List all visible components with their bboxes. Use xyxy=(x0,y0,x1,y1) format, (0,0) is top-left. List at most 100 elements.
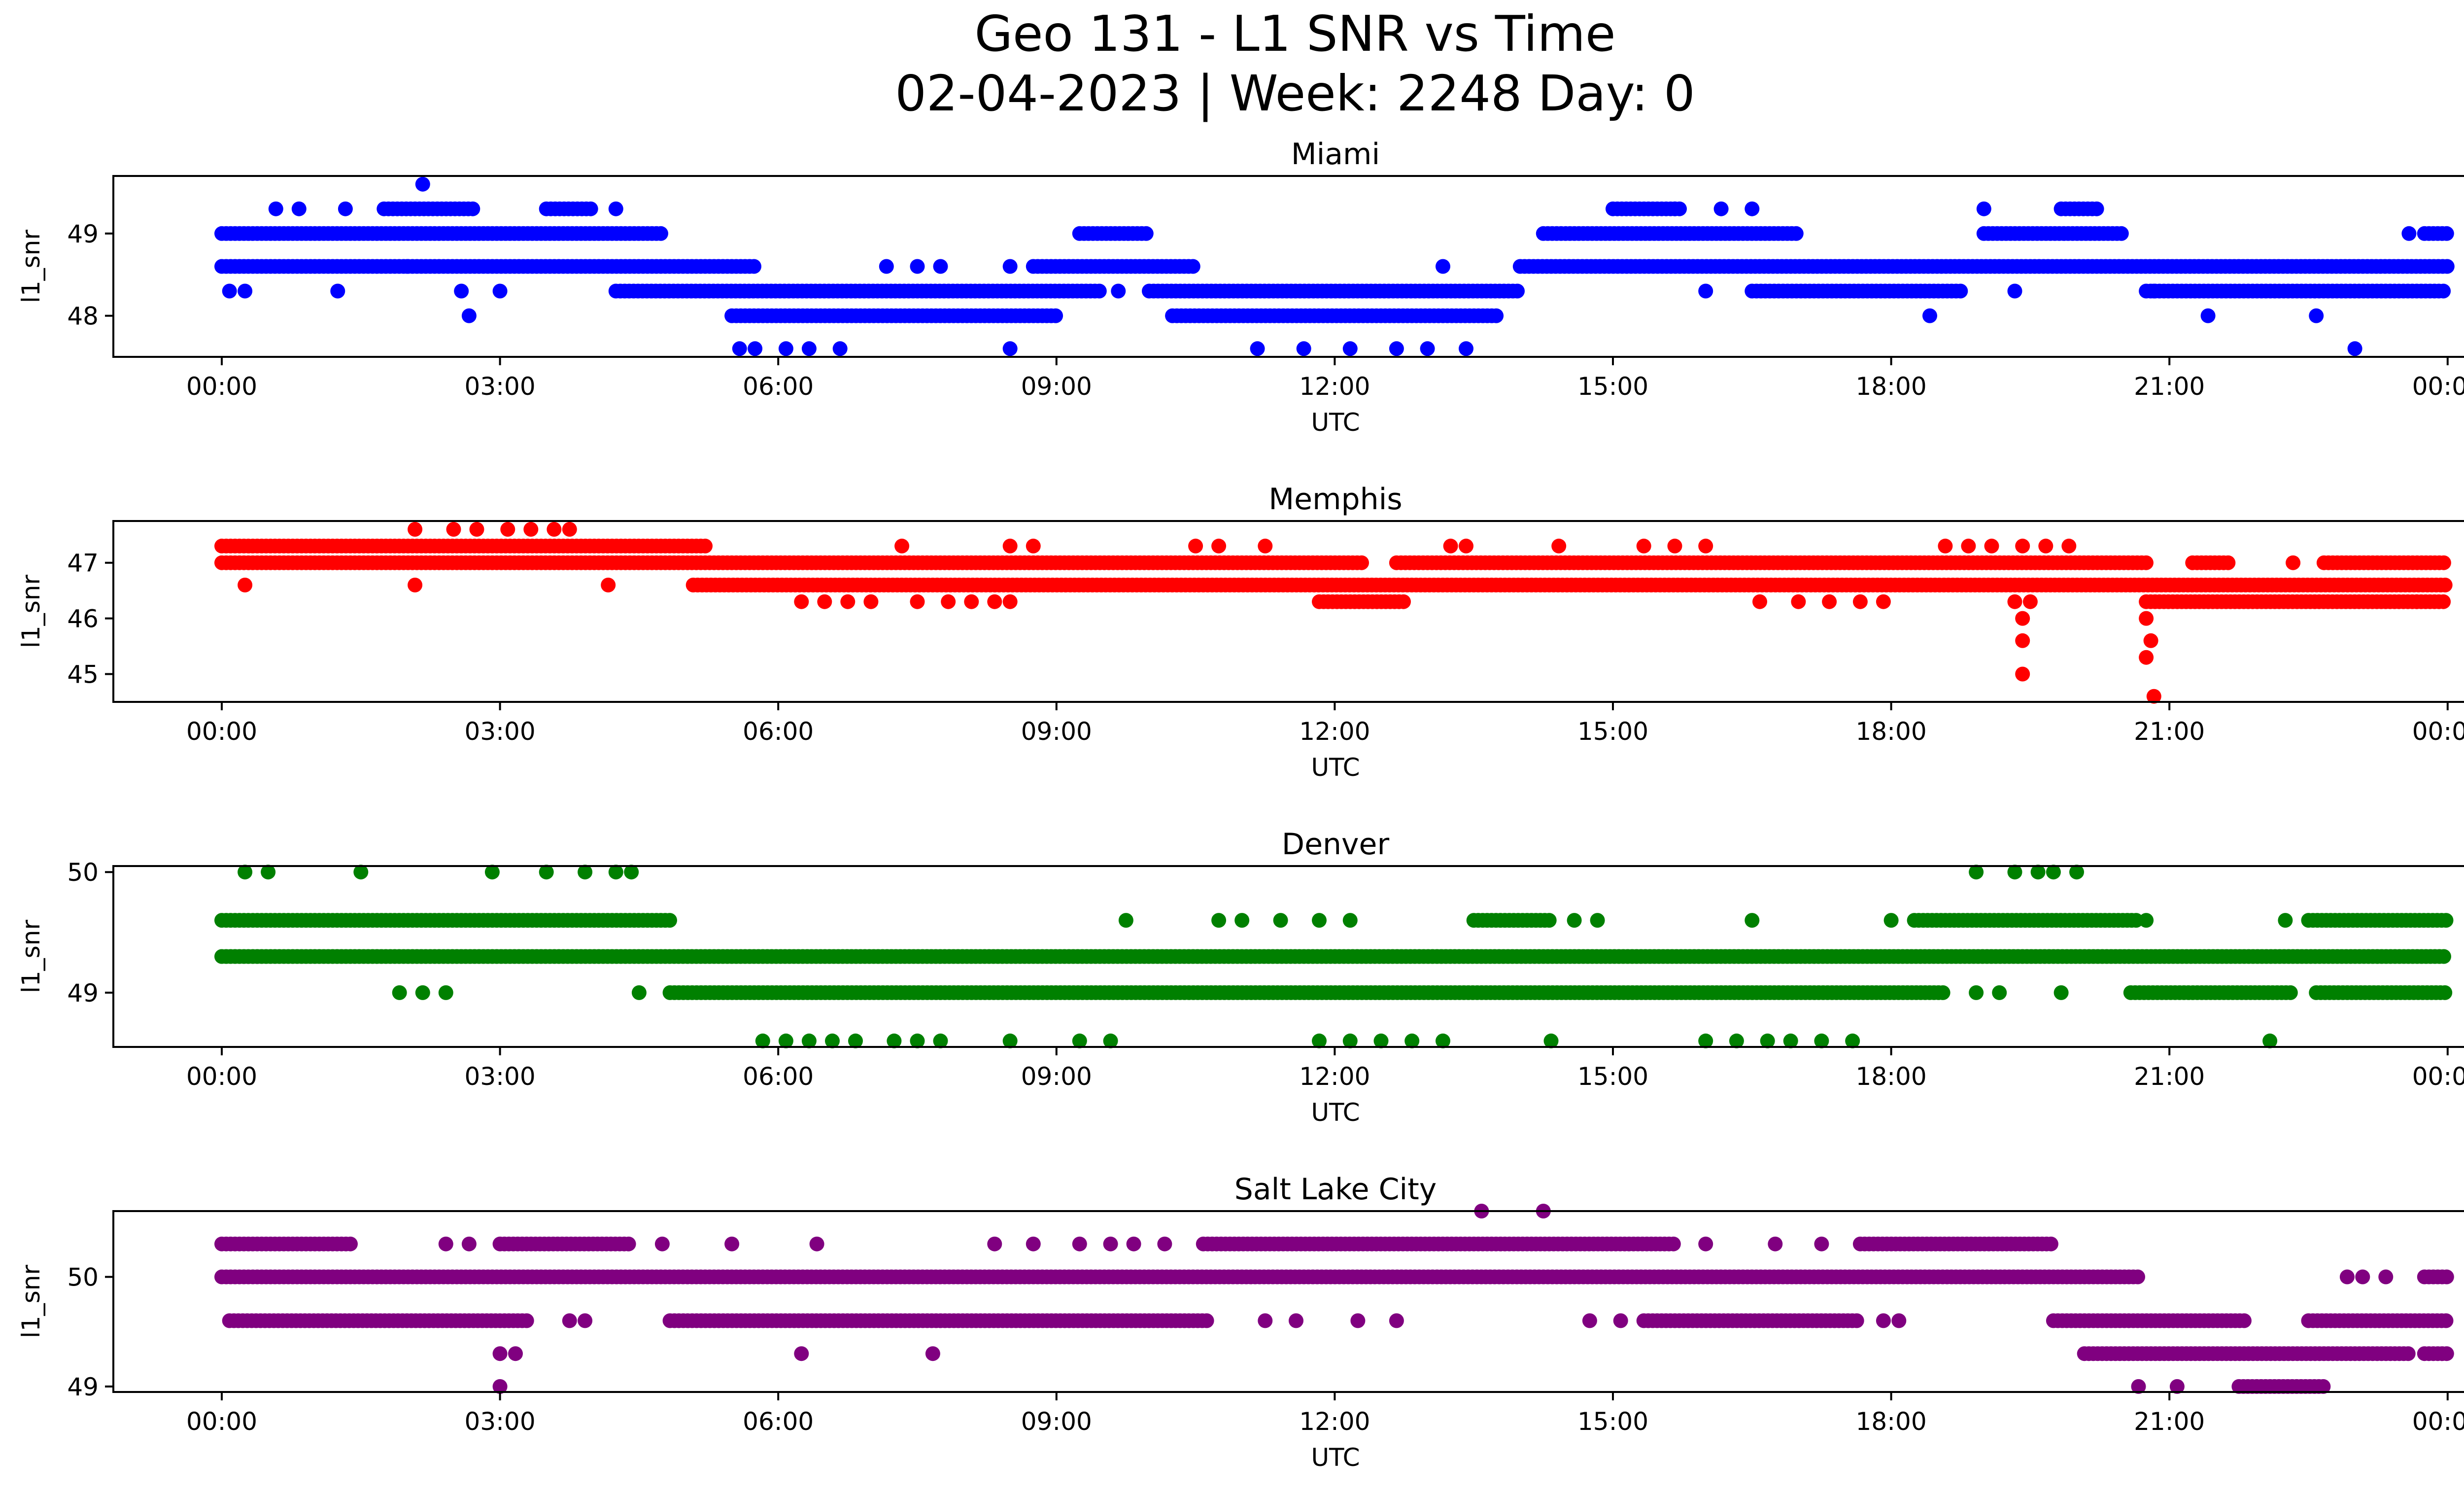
data-point xyxy=(408,522,423,537)
data-points xyxy=(214,1204,2454,1394)
data-point xyxy=(261,865,276,880)
data-point xyxy=(653,226,668,241)
data-point xyxy=(2316,1379,2331,1394)
data-point xyxy=(801,341,817,356)
data-point xyxy=(840,594,856,609)
data-point xyxy=(894,538,910,554)
data-point xyxy=(1541,913,1557,928)
x-tick-label: 00:00 xyxy=(2412,1407,2464,1436)
data-point xyxy=(1002,538,1018,554)
x-tick-label: 06:00 xyxy=(743,717,814,746)
data-point xyxy=(1729,1033,1744,1048)
x-tick-label: 00:00 xyxy=(186,717,257,746)
x-tick-label: 03:00 xyxy=(465,372,536,401)
data-point xyxy=(492,283,508,299)
data-point xyxy=(446,522,461,537)
data-point xyxy=(832,341,848,356)
x-tick-label: 12:00 xyxy=(1299,1407,1370,1436)
data-point xyxy=(1273,913,1288,928)
data-point xyxy=(2221,555,2236,570)
x-tick-label: 12:00 xyxy=(1299,372,1370,401)
data-point xyxy=(1713,201,1729,216)
panel-title: Salt Lake City xyxy=(1234,1172,1437,1207)
data-point xyxy=(1489,308,1504,323)
data-point xyxy=(1961,538,1976,554)
data-point xyxy=(863,594,879,609)
data-point xyxy=(562,1313,577,1328)
data-point xyxy=(2114,226,2129,241)
data-point xyxy=(1389,1313,1404,1328)
data-point xyxy=(1188,538,1203,554)
data-point xyxy=(343,1236,358,1252)
data-point xyxy=(1849,1313,1864,1328)
data-point xyxy=(1103,1236,1118,1252)
data-point xyxy=(2436,949,2451,964)
data-point xyxy=(539,865,554,880)
data-point xyxy=(1698,1236,1713,1252)
data-point xyxy=(461,308,477,323)
data-point xyxy=(1969,865,1984,880)
data-point xyxy=(583,201,598,216)
data-point xyxy=(338,201,353,216)
x-tick-label: 06:00 xyxy=(743,1407,814,1436)
data-point xyxy=(1788,226,1804,241)
x-tick-label: 09:00 xyxy=(1021,1407,1092,1436)
y-tick-label: 47 xyxy=(67,549,99,578)
data-point xyxy=(1510,283,1525,299)
data-point xyxy=(987,594,1002,609)
data-point xyxy=(2339,1269,2355,1285)
data-point xyxy=(1760,1033,1775,1048)
data-point xyxy=(1258,538,1273,554)
data-point xyxy=(2169,1379,2185,1394)
data-point xyxy=(415,176,430,192)
data-point xyxy=(1876,1313,1891,1328)
data-point xyxy=(2015,538,2030,554)
data-point xyxy=(1072,1236,1087,1252)
data-point xyxy=(933,259,948,274)
data-point xyxy=(1258,1313,1273,1328)
x-tick-label: 06:00 xyxy=(743,1062,814,1091)
data-point xyxy=(1250,341,1265,356)
x-tick-label: 03:00 xyxy=(465,1062,536,1091)
data-point xyxy=(1234,913,1250,928)
data-point xyxy=(1342,1033,1358,1048)
data-point xyxy=(933,1033,948,1048)
data-point xyxy=(1852,594,1868,609)
data-point xyxy=(1002,341,1018,356)
data-point xyxy=(801,1033,817,1048)
data-point xyxy=(1443,538,1458,554)
data-point xyxy=(519,1313,534,1328)
data-point xyxy=(2283,985,2298,1000)
x-tick-label: 06:00 xyxy=(743,372,814,401)
data-point xyxy=(1111,283,1126,299)
data-point xyxy=(392,985,407,1000)
panel-title: Denver xyxy=(1282,827,1390,862)
data-point xyxy=(2436,555,2451,570)
data-point xyxy=(1436,1033,1450,1048)
data-point xyxy=(353,865,369,880)
x-tick-label: 21:00 xyxy=(2134,372,2205,401)
data-point xyxy=(238,577,253,592)
data-point xyxy=(1199,1313,1214,1328)
data-point xyxy=(408,577,423,592)
panel-title: Miami xyxy=(1291,137,1380,172)
data-point xyxy=(500,522,515,537)
data-point xyxy=(1002,259,1018,274)
data-point xyxy=(1698,538,1713,554)
data-point xyxy=(1636,538,1651,554)
y-axis-label: l1_snr xyxy=(17,575,45,648)
data-point xyxy=(1026,538,1041,554)
data-point xyxy=(1582,1313,1597,1328)
data-point xyxy=(2043,1236,2058,1252)
data-point xyxy=(2278,913,2293,928)
panel-title: Memphis xyxy=(1268,482,1402,517)
data-point xyxy=(268,201,283,216)
data-point xyxy=(608,201,623,216)
data-point xyxy=(1420,341,1435,356)
data-point xyxy=(887,1033,902,1048)
data-point xyxy=(1002,1033,1018,1048)
data-point xyxy=(1342,341,1358,356)
data-point xyxy=(662,913,677,928)
data-point xyxy=(964,594,979,609)
